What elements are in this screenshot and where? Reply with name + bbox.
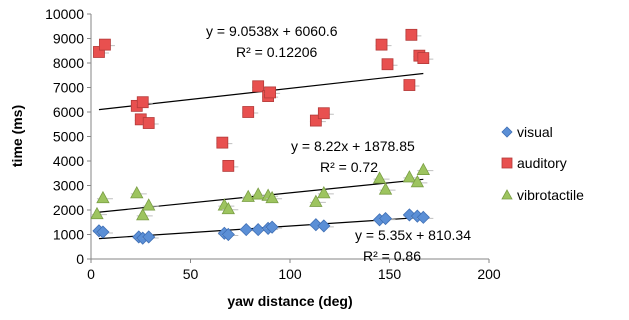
y-tick-label: 8000 bbox=[53, 55, 84, 71]
auditory-data-point bbox=[142, 117, 155, 129]
visual-data-point bbox=[317, 219, 331, 233]
auditory-data-point bbox=[222, 159, 235, 172]
x-tick-label: 150 bbox=[378, 266, 402, 282]
x-tick-label: 100 bbox=[278, 266, 302, 282]
vibrotactile-data-point bbox=[251, 187, 265, 200]
legend-item-visual: visual bbox=[501, 124, 553, 140]
vibrotactile-data-point bbox=[241, 189, 255, 202]
visual-data-point bbox=[142, 230, 156, 244]
y-tick-label: 6000 bbox=[53, 104, 84, 120]
visual-data-point bbox=[265, 220, 279, 234]
visual-data-point bbox=[239, 223, 253, 237]
auditory-data-point bbox=[93, 46, 105, 58]
auditory-data-point bbox=[99, 38, 111, 51]
x-tick-label: 0 bbox=[87, 266, 95, 282]
auditory-data-point bbox=[136, 96, 149, 109]
visual-trendline-r2: R² = 0.86 bbox=[363, 248, 421, 264]
y-tick-labels: 0 1000 2000 3000 4000 5000 6000 7000 8000 9000 100… bbox=[45, 6, 91, 267]
auditory-trendline-equation: y = 9.0538x + 6060.6 bbox=[206, 23, 338, 39]
auditory-data-point bbox=[375, 38, 388, 51]
vibrotactile-trendline-r2: R² = 0.72 bbox=[320, 159, 378, 175]
auditory-data-point bbox=[381, 58, 394, 71]
visual-data-point bbox=[416, 210, 430, 224]
x-tick-label: 200 bbox=[477, 266, 501, 282]
legend-item-auditory: auditory bbox=[501, 155, 567, 171]
auditory-data-point bbox=[405, 28, 418, 41]
auditory-data-point bbox=[252, 80, 265, 93]
legend-item-vibrotactile: vibrotactile bbox=[501, 187, 584, 203]
vibrotactile-data-point bbox=[221, 201, 235, 215]
y-tick-label: 0 bbox=[76, 251, 84, 267]
visual-data-point bbox=[96, 225, 110, 239]
auditory-data-point bbox=[317, 107, 330, 120]
vibrotactile-data-point bbox=[136, 208, 150, 221]
visual-data-point bbox=[378, 212, 393, 226]
y-tick-label: 3000 bbox=[53, 178, 84, 194]
x-axis-title: yaw distance (deg) bbox=[227, 293, 352, 309]
auditory-data-point bbox=[216, 136, 229, 149]
vibrotactile-data-point bbox=[309, 194, 323, 207]
legend-marker-visual bbox=[501, 126, 513, 138]
data-points bbox=[90, 28, 434, 245]
vibrotactile-data-point bbox=[90, 206, 104, 220]
legend-marker-vibrotactile bbox=[501, 189, 513, 200]
y-tick-label: 9000 bbox=[53, 31, 84, 47]
auditory-data-point bbox=[309, 114, 322, 127]
legend-label-vibrotactile: vibrotactile bbox=[517, 187, 584, 203]
vibrotactile-data-point bbox=[317, 186, 331, 199]
visual-data-point bbox=[402, 208, 416, 222]
auditory-data-point bbox=[417, 52, 430, 64]
vibrotactile-data-point bbox=[402, 170, 417, 183]
vibrotactile-data-point bbox=[96, 190, 110, 204]
vibrotactile-trendline-equation: y = 8.22x + 1878.85 bbox=[291, 138, 415, 154]
auditory-data-point bbox=[242, 106, 255, 118]
vibrotactile-data-point bbox=[372, 171, 387, 184]
vibrotactile-data-point bbox=[142, 198, 156, 211]
legend: visual auditory vibrotactile bbox=[501, 124, 584, 203]
visual-trendline-equation: y = 5.35x + 810.34 bbox=[355, 227, 471, 243]
x-tick-label: 50 bbox=[183, 266, 199, 282]
y-tick-label: 2000 bbox=[53, 202, 84, 218]
auditory-data-point bbox=[264, 86, 277, 99]
vibrotactile-data-point bbox=[410, 174, 425, 188]
x-tick-labels: 0 50 100 150 200 bbox=[87, 259, 501, 282]
auditory-data-point bbox=[403, 79, 416, 91]
vibrotactile-data-point bbox=[378, 182, 393, 195]
legend-marker-auditory bbox=[501, 157, 513, 169]
vibrotactile-data-point bbox=[265, 190, 279, 204]
vibrotactile-data-point bbox=[416, 162, 431, 175]
y-tick-label: 5000 bbox=[53, 129, 84, 145]
y-tick-label: 7000 bbox=[53, 80, 84, 96]
y-axis-title: time (ms) bbox=[9, 105, 25, 167]
vibrotactile-data-point bbox=[130, 186, 144, 199]
auditory-trendline-r2: R² = 0.12206 bbox=[236, 44, 318, 60]
visual-data-point bbox=[221, 227, 235, 242]
legend-label-auditory: auditory bbox=[517, 155, 567, 171]
y-tick-label: 10000 bbox=[45, 6, 84, 22]
y-tick-label: 1000 bbox=[53, 227, 84, 243]
legend-label-visual: visual bbox=[517, 124, 553, 140]
visual-data-point bbox=[309, 218, 323, 232]
visual-data-point bbox=[251, 223, 265, 237]
y-tick-label: 4000 bbox=[53, 153, 84, 169]
